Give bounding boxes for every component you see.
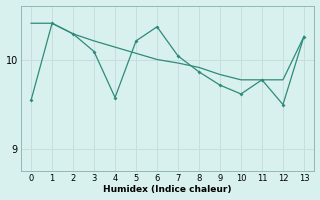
X-axis label: Humidex (Indice chaleur): Humidex (Indice chaleur) — [103, 185, 232, 194]
